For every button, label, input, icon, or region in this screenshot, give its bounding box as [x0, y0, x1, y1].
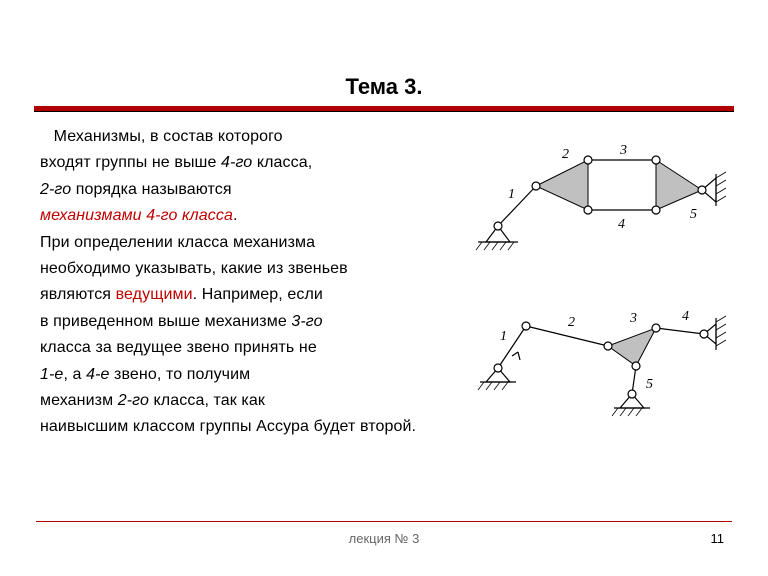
text-italic: 4-го: [221, 154, 252, 171]
ground-hatch-right: [716, 172, 726, 206]
text: При определении класса механизма: [40, 234, 315, 251]
ground-hatch-right: [716, 316, 726, 350]
text: необходимо указывать, какие из звеньев: [40, 260, 348, 277]
link-5-triangle: [656, 160, 702, 210]
joint-icon: [652, 206, 660, 214]
ground-hatch-left: [476, 242, 518, 250]
link-label: 3: [629, 311, 637, 326]
text: входят группы не выше: [40, 154, 221, 171]
text: Механизмы, в состав которого: [54, 128, 283, 145]
link-2: [526, 326, 608, 346]
link-label: 4: [618, 217, 625, 232]
joint-icon: [532, 182, 540, 190]
text-italic: 1-е: [40, 366, 63, 383]
joint-icon: [700, 330, 708, 338]
joint-icon: [698, 186, 706, 194]
link-label: 1: [500, 329, 507, 344]
text-emphasis: механизмами 4-го класса: [40, 207, 233, 224]
link-3-triangle: [608, 328, 656, 366]
link-label: 2: [562, 147, 569, 162]
text: . Например, если: [193, 286, 323, 303]
joint-icon: [632, 362, 640, 370]
text-emphasis: ведущими: [116, 286, 193, 303]
text-italic: 2-го: [40, 181, 71, 198]
text-italic: 3-го: [291, 313, 322, 330]
text: класса,: [252, 154, 312, 171]
footer-rule: [36, 521, 732, 522]
link-label: 4: [682, 309, 689, 324]
mechanism-diagram-1: 1 2 3 4 5: [458, 140, 738, 260]
joint-icon: [494, 222, 502, 230]
page-number: 11: [711, 531, 725, 546]
link-1: [498, 186, 536, 226]
link-label: 3: [619, 143, 627, 158]
text: механизм: [40, 392, 118, 409]
joint-icon: [494, 364, 502, 372]
slide-title: Тема 3.: [0, 0, 768, 106]
link-label: 5: [646, 377, 653, 392]
link-label: 5: [690, 207, 697, 222]
footer-text: лекция № 3: [0, 531, 768, 546]
figure-2: 1 2 3 4 5: [458, 300, 738, 420]
figure-1: 1 2 3 4 5: [458, 140, 738, 260]
joint-icon: [652, 324, 660, 332]
text-italic: 2-го: [118, 392, 149, 409]
joint-icon: [584, 206, 592, 214]
mechanism-diagram-2: 1 2 3 4 5: [458, 300, 738, 420]
text: звено, то получим: [110, 366, 251, 383]
ground-hatch-bottom: [612, 408, 650, 416]
link-4: [656, 328, 704, 334]
link-2-triangle: [536, 160, 588, 210]
joint-icon: [584, 156, 592, 164]
text: , а: [63, 366, 86, 383]
text: .: [233, 207, 238, 224]
joint-icon: [652, 156, 660, 164]
joint-icon: [628, 390, 636, 398]
text: класса, так как: [149, 392, 265, 409]
joint-icon: [604, 342, 612, 350]
text: порядка называются: [71, 181, 231, 198]
slide: Тема 3. Механизмы, в состав которого вхо…: [0, 0, 768, 576]
text: наивысшим классом группы Ассура будет вт…: [40, 418, 416, 435]
ground-hatch-left: [478, 382, 516, 390]
text: в приведенном выше механизме: [40, 313, 291, 330]
text-italic: 4-е: [86, 366, 109, 383]
link-label: 2: [568, 315, 575, 330]
text: являются: [40, 286, 116, 303]
link-label: 1: [508, 187, 515, 202]
joint-icon: [522, 322, 530, 330]
text: класса за ведущее звено принять не: [40, 339, 317, 356]
